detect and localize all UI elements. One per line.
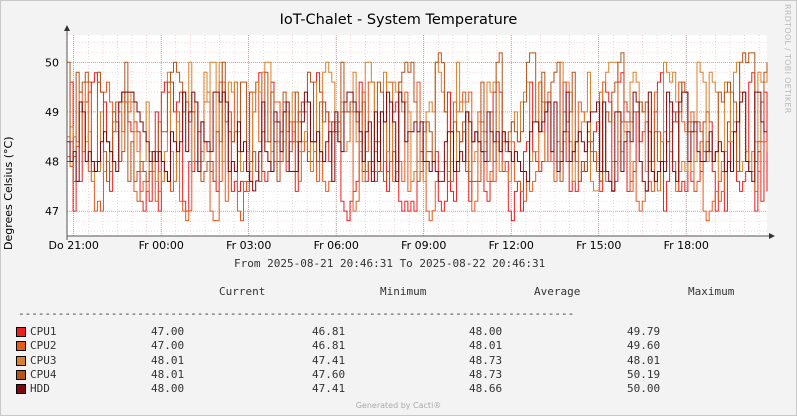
legend-value-average: 48.00 [469, 325, 503, 338]
legend-swatch [16, 341, 26, 352]
legend-value-current: 47.00 [151, 339, 185, 353]
legend-header-maximum: Maximum [688, 285, 735, 298]
legend-swatch [16, 355, 26, 366]
chart-plot: 47 48 49 50 Do 21:00 Fr 00:00 Fr 03:00 Fr 06:0… [45, 25, 775, 252]
x-tick-labels: Do 21:00 Fr 00:00 Fr 03:00 Fr 06:00 Fr 09:00… [49, 239, 709, 252]
legend-header-average: Average [534, 285, 581, 298]
legend-value-maximum: 48.01 [627, 353, 661, 367]
time-range-text: From 2025-08-21 20:46:31 To 2025-08-22 2… [234, 257, 546, 270]
legend-value-maximum: 49.60 [627, 339, 661, 353]
legend-value-minimum: 46.81 [312, 339, 346, 353]
legend-value-average: 48.73 [469, 367, 503, 381]
x-tick-label: Fr 15:00 [576, 239, 621, 252]
legend-header-current: Current [219, 285, 266, 298]
legend-value-average: 48.66 [469, 382, 503, 396]
legend-swatch [16, 327, 26, 337]
x-tick-label: Fr 12:00 [489, 239, 534, 252]
legend-value-current: 48.01 [151, 367, 185, 381]
legend-series-name: CPU4 [30, 367, 57, 381]
x-tick-label: Fr 03:00 [226, 239, 271, 252]
legend-value-minimum: 47.41 [312, 353, 346, 367]
axes [64, 25, 775, 240]
x-tick-label: Fr 09:00 [401, 239, 446, 252]
legend-header-minimum: Minimum [380, 285, 427, 298]
legend-value-current: 48.00 [151, 382, 185, 396]
legend-value-minimum: 47.41 [312, 382, 346, 396]
x-tick-label: Fr 06:00 [314, 239, 359, 252]
legend-value-maximum: 49.79 [627, 325, 661, 338]
y-tick-label: 47 [45, 205, 59, 218]
y-tick-label: 49 [45, 106, 59, 119]
legend-series-name: CPU2 [30, 339, 57, 353]
x-tick-label: Fr 00:00 [139, 239, 184, 252]
legend-value-maximum: 50.19 [627, 367, 661, 381]
y-tick-label: 50 [45, 56, 59, 69]
legend-value-minimum: 47.60 [312, 367, 346, 381]
x-tick-label: Fr 18:00 [664, 239, 709, 252]
footer-text: Generated by Cacti® [355, 401, 442, 410]
legend-value-minimum: 46.81 [312, 325, 346, 338]
legend-value-current: 47.00 [151, 325, 185, 338]
x-tick-label: Do 21:00 [49, 239, 99, 252]
legend-swatch [16, 369, 26, 380]
legend-series-name: CPU1 [30, 325, 57, 338]
series-lines [67, 52, 768, 222]
legend-value-average: 48.73 [469, 353, 503, 367]
chart-title: IoT-Chalet - System Temperature [279, 12, 518, 28]
y-axis-arrow [64, 25, 70, 31]
legend-separator: ----------------------------------------… [18, 307, 575, 320]
legend-value-current: 48.01 [151, 353, 185, 367]
legend-value-maximum: 50.00 [627, 382, 661, 396]
series-line-hdd [67, 91, 767, 192]
legend-series-name: HDD [30, 382, 50, 396]
legend-swatch [16, 384, 26, 395]
y-tick-label: 48 [45, 156, 59, 169]
legend-value-average: 48.01 [469, 339, 503, 353]
legend-series-name: CPU3 [30, 353, 57, 367]
x-axis-arrow [769, 233, 775, 239]
y-tick-labels: 47 48 49 50 [45, 56, 59, 218]
